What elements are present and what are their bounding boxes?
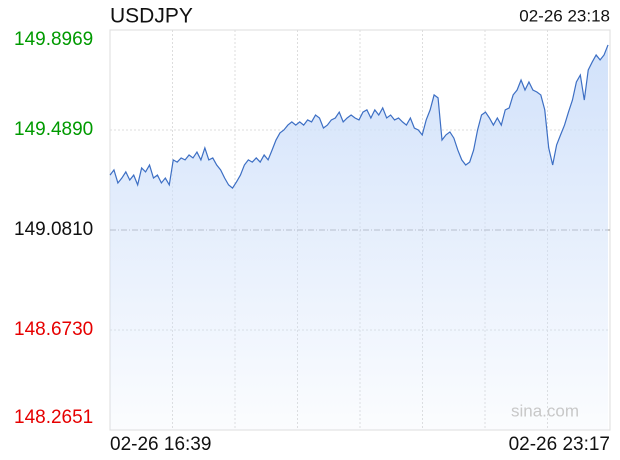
chart-title: USDJPY <box>110 5 193 28</box>
x-tick-label: 02-26 16:39 <box>110 434 211 455</box>
y-tick-label: 149.8969 <box>14 29 93 50</box>
price-line <box>109 44 609 189</box>
watermark: sina.com <box>511 401 579 420</box>
y-tick-label: 149.0810 <box>14 219 93 240</box>
y-tick-label: 148.6730 <box>14 319 93 340</box>
timestamp: 02-26 23:18 <box>519 6 610 25</box>
plot <box>109 29 610 431</box>
y-tick-label: 148.2651 <box>14 407 93 428</box>
x-tick-label: 02-26 23:17 <box>509 434 610 455</box>
area <box>110 44 608 431</box>
y-tick-label: 149.4890 <box>14 119 93 140</box>
